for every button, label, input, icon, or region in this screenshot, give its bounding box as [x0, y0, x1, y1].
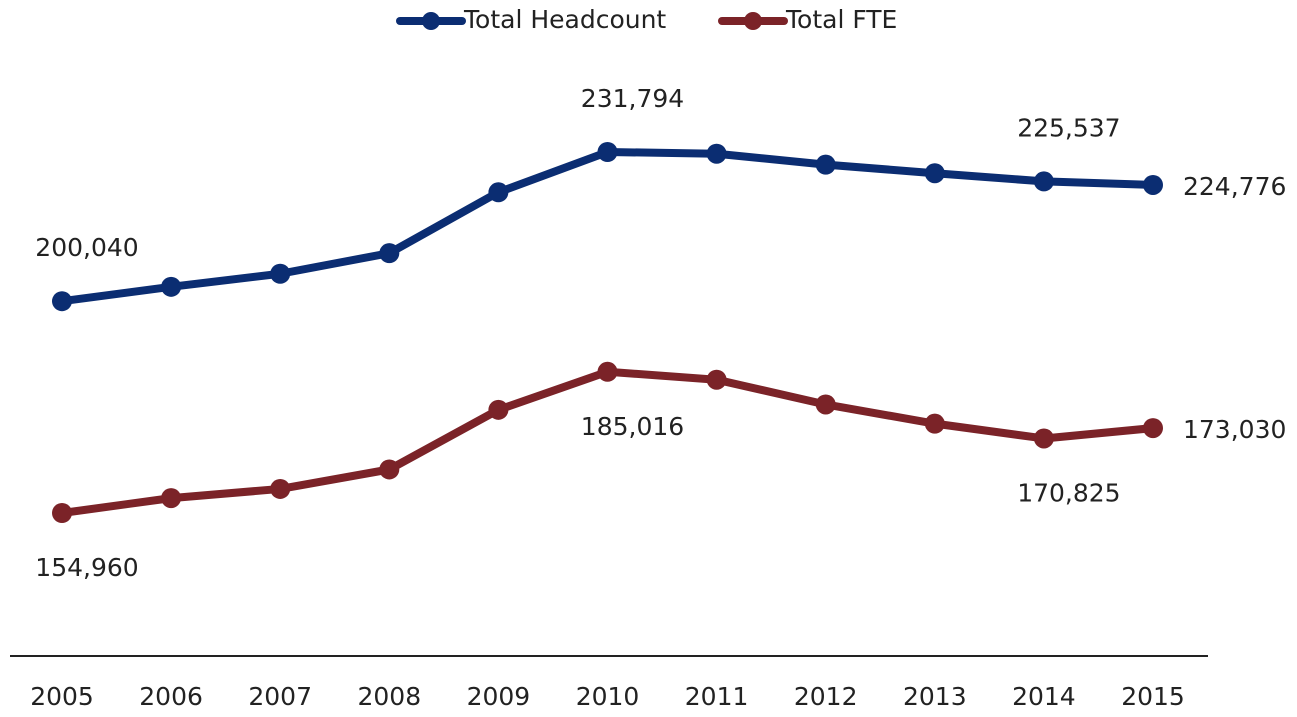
data-point — [270, 263, 291, 284]
data-point — [597, 361, 618, 382]
x-tick-label: 2010 — [576, 682, 640, 711]
data-point — [597, 142, 618, 162]
data-label: 154,960 — [35, 553, 138, 582]
data-point — [379, 459, 400, 480]
series-line — [61, 367, 1154, 517]
legend-label: Total Headcount — [463, 5, 666, 34]
x-tick-label: 2009 — [467, 682, 531, 711]
data-point — [52, 291, 72, 312]
data-point — [706, 143, 727, 164]
data-point — [270, 478, 291, 499]
data-point — [379, 243, 400, 264]
legend-marker — [744, 12, 762, 30]
data-label: 225,537 — [1017, 113, 1120, 142]
series-line — [61, 148, 1154, 306]
data-point — [706, 369, 727, 390]
x-tick-label: 2012 — [794, 682, 858, 711]
data-point — [161, 488, 182, 509]
data-point — [924, 163, 945, 184]
data-point — [52, 503, 72, 523]
data-point — [815, 394, 836, 415]
data-label: 173,030 — [1183, 415, 1286, 444]
data-point — [1033, 171, 1054, 192]
x-tick-label: 2006 — [139, 682, 203, 711]
data-label: 224,776 — [1183, 172, 1286, 201]
data-label: 170,825 — [1017, 478, 1120, 507]
data-label: 231,794 — [581, 84, 684, 113]
data-point — [815, 154, 836, 175]
x-tick-label: 2013 — [903, 682, 967, 711]
data-label: 185,016 — [581, 412, 684, 441]
x-tick-label: 2007 — [248, 682, 312, 711]
data-point — [161, 276, 182, 297]
data-point — [1033, 428, 1054, 449]
x-tick-label: 2008 — [357, 682, 421, 711]
x-tick-label: 2011 — [685, 682, 749, 711]
data-point — [488, 399, 509, 420]
x-tick-label: 2005 — [30, 682, 94, 711]
data-point — [1143, 418, 1163, 439]
data-point — [488, 182, 509, 203]
x-tick-label: 2015 — [1121, 682, 1185, 711]
legend-label: Total FTE — [785, 5, 897, 34]
legend-marker — [422, 12, 440, 30]
data-label: 200,040 — [35, 233, 138, 262]
data-point — [1143, 174, 1163, 195]
x-tick-label: 2014 — [1012, 682, 1076, 711]
data-point — [924, 413, 945, 434]
